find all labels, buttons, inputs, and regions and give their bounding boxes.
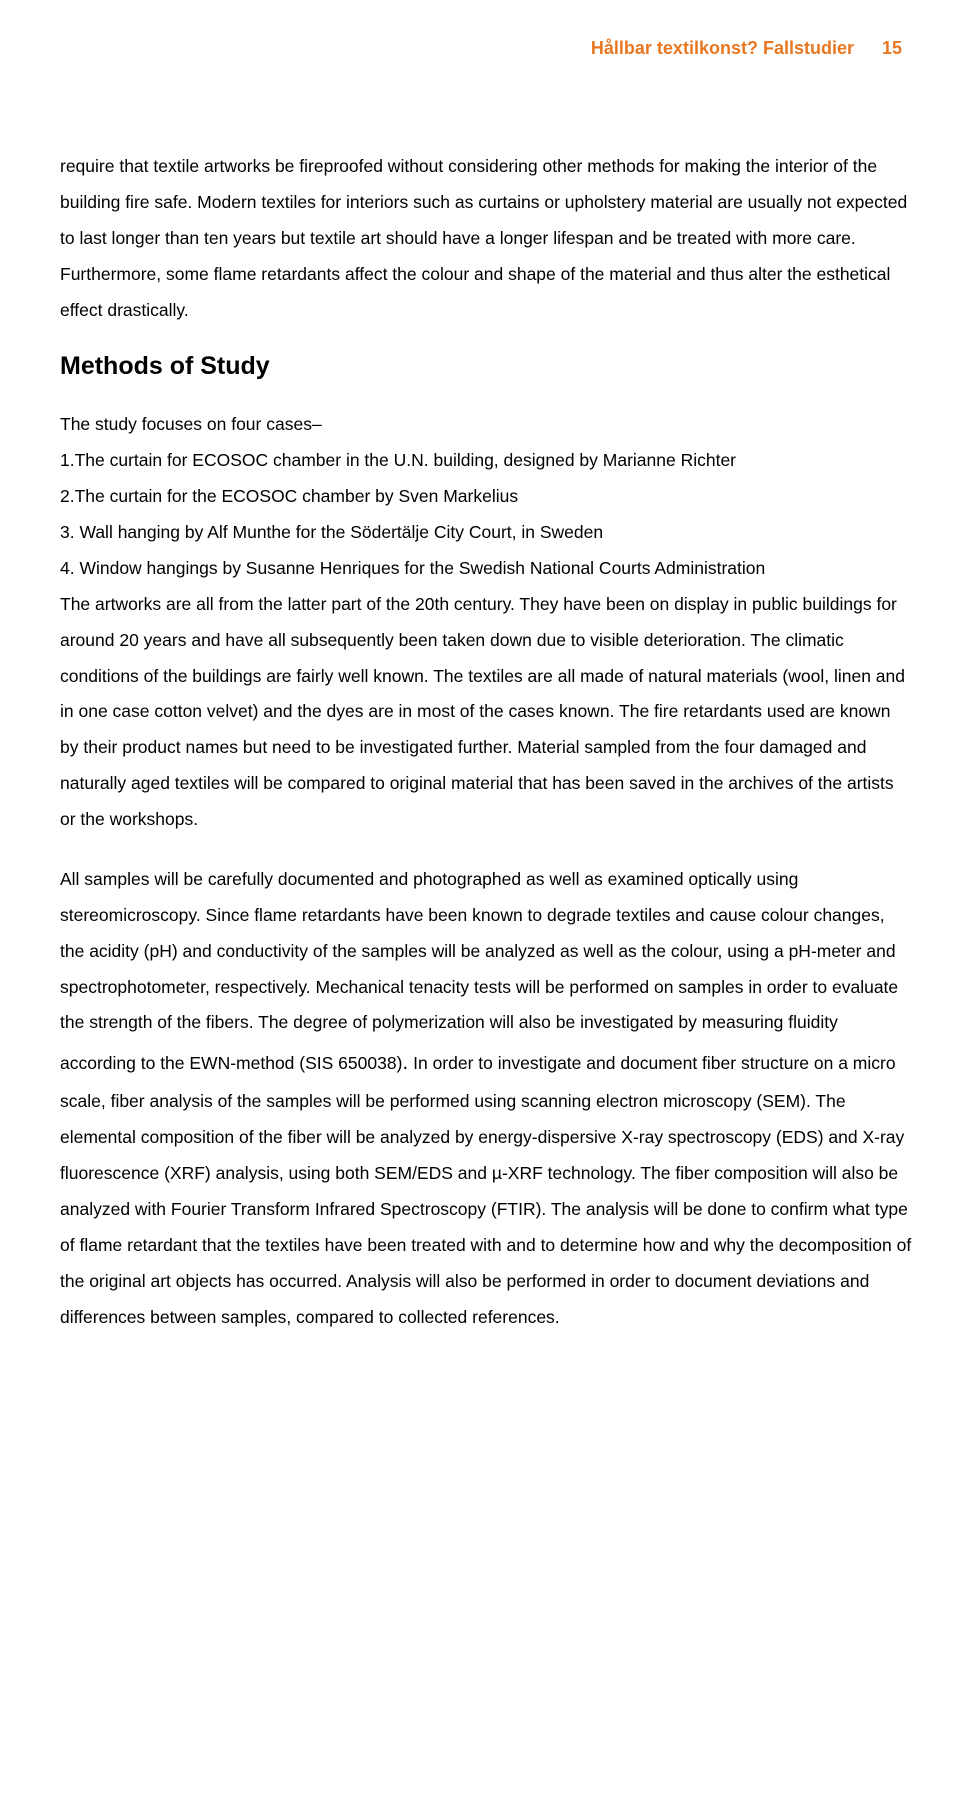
running-title: Hållbar textilkonst? Fallstudier bbox=[591, 38, 854, 59]
list-intro: The study focuses on four cases– bbox=[60, 407, 912, 443]
list-item: 4. Window hangings by Susanne Henriques … bbox=[60, 551, 912, 587]
analysis-part-b: In order to investigate and document fib… bbox=[60, 1053, 911, 1326]
list-item: 3. Wall hanging by Alf Munthe for the Sö… bbox=[60, 515, 912, 551]
section-heading-methods: Methods of Study bbox=[60, 352, 912, 381]
intro-paragraph: require that textile artworks be firepro… bbox=[60, 149, 912, 328]
body-paragraph-artworks: The artworks are all from the latter par… bbox=[60, 587, 912, 838]
list-item: 2.The curtain for the ECOSOC chamber by … bbox=[60, 479, 912, 515]
body-paragraph-analysis: All samples will be carefully documented… bbox=[60, 862, 912, 1336]
page-number: 15 bbox=[882, 38, 902, 59]
analysis-part-a: All samples will be carefully documented… bbox=[60, 869, 898, 1073]
page-header: Hållbar textilkonst? Fallstudier 15 bbox=[60, 38, 912, 59]
list-item: 1.The curtain for ECOSOC chamber in the … bbox=[60, 443, 912, 479]
